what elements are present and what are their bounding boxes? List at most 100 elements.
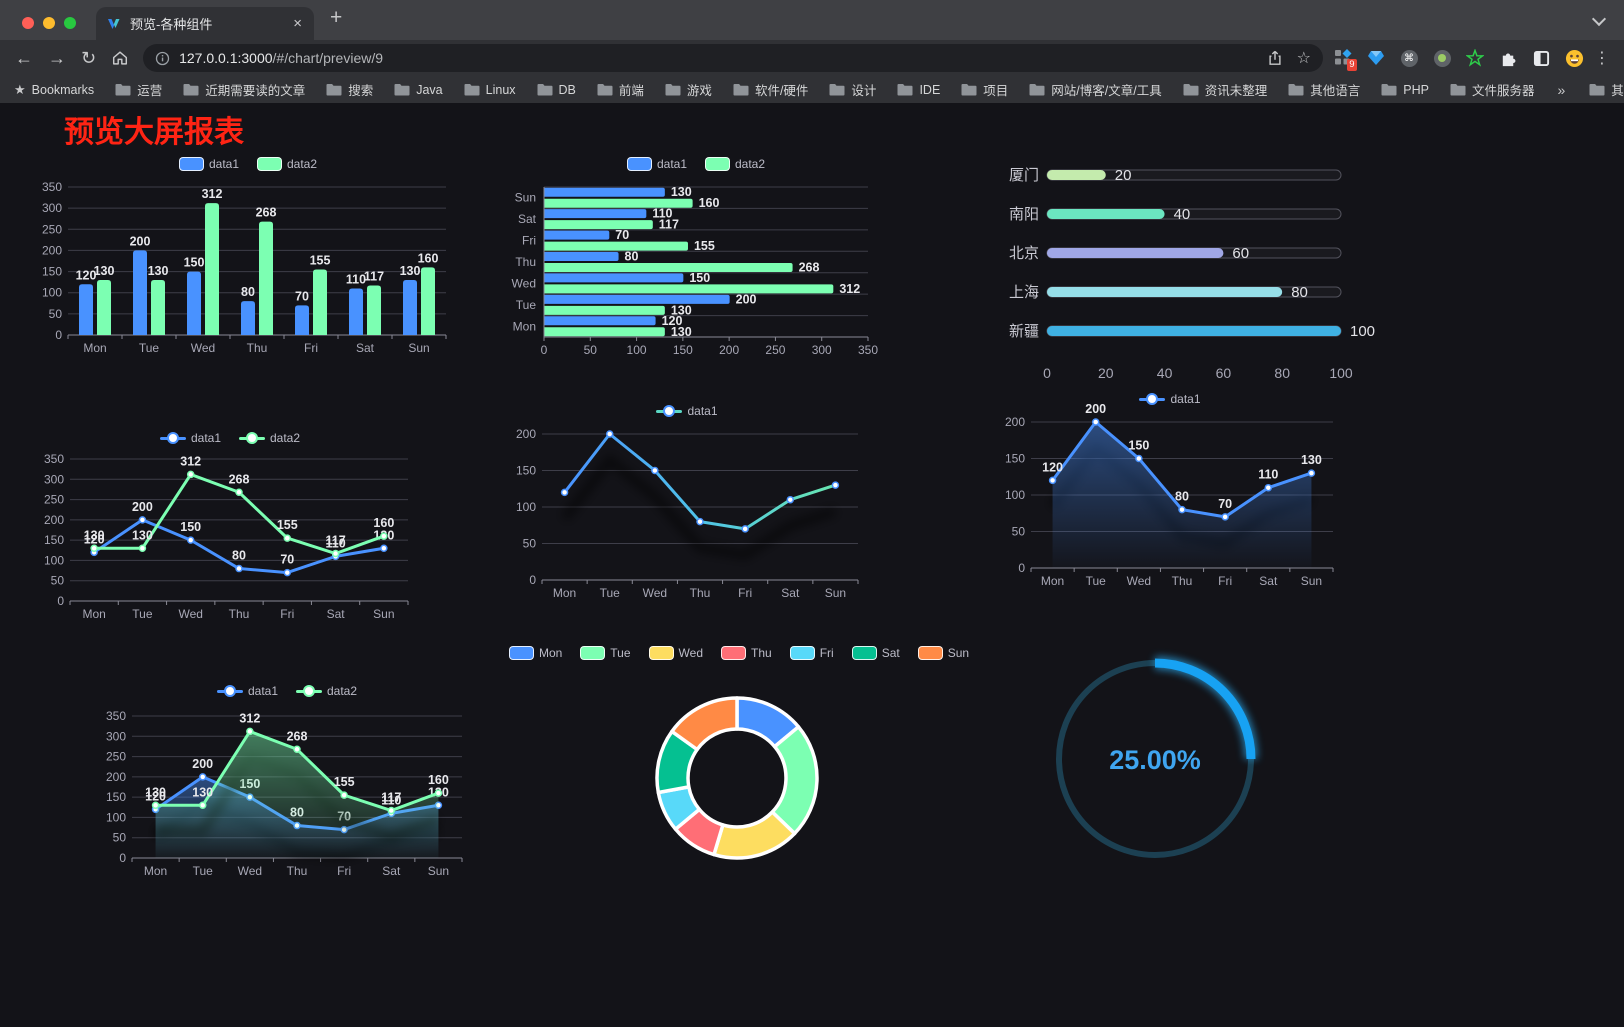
bookmark-folder[interactable]: Java [394,82,443,97]
svg-text:200: 200 [44,513,64,527]
legend-item-Thu[interactable]: Thu [721,646,772,660]
data-point [786,495,795,504]
svg-text:25.00%: 25.00% [1109,745,1201,775]
home-button[interactable] [111,49,129,67]
svg-text:Sun: Sun [408,341,429,355]
svg-text:Tue: Tue [132,607,153,621]
back-button[interactable]: ← [15,48,33,68]
reading-list-icon[interactable] [1531,48,1551,68]
legend-marker [1139,393,1166,405]
bar [403,280,417,335]
bookmark-folder[interactable]: IDE [897,83,940,97]
chart-canvas: 0 50 100 150 200 Mon Tue Wed Thu Fri Sat Sun [516,427,859,600]
data-point [246,727,254,736]
reload-button[interactable]: ↻ [81,48,97,68]
legend-item-data2[interactable]: data2 [257,157,317,171]
bookmark-folder[interactable]: 前端 [597,80,644,99]
legend-item-data2[interactable]: data2 [296,684,357,698]
legend-item-data2[interactable]: data2 [705,157,765,171]
svg-text:150: 150 [516,464,536,478]
legend-item-Tue[interactable]: Tue [580,646,631,660]
legend-item-data1[interactable]: data1 [216,684,278,698]
progress-fill [1047,248,1224,258]
bookmark-folder-label: 近期需要读的文章 [205,84,306,98]
close-window-button[interactable] [22,17,34,29]
bookmark-star-icon[interactable]: ☆ [1296,50,1311,67]
command-extension-icon[interactable]: ⌘ [1399,48,1419,68]
toolbar: ← → ↻ 127.0.0.1:3000 /#/chart/preview/9 … [0,40,1624,76]
bookmarks-root[interactable]: ★ Bookmarks [14,82,94,98]
site-info-icon[interactable] [155,51,170,66]
svg-text:117: 117 [364,270,384,284]
bookmark-folder[interactable]: DB [537,83,576,97]
legend-item-data1[interactable]: data1 [626,157,687,171]
bar [205,203,219,335]
multi-line-chart: 0 50 100 150 200 250 300 350 Mon Tue Wed Thu Fri Sat S… [40,423,420,637]
fullscreen-window-button[interactable] [64,17,76,29]
svg-text:200: 200 [516,427,536,441]
svg-text:130: 130 [671,303,692,317]
bookmark-folder[interactable]: 其他语言 [1288,80,1360,99]
bookmark-folder[interactable]: 网站/博客/文章/工具 [1029,80,1162,99]
legend-label: Sun [947,646,970,660]
tab-close-icon[interactable]: × [293,15,302,32]
legend-label: data1 [208,157,239,171]
bookmark-folder-label: 软件/硬件 [754,84,809,98]
svg-text:Fri: Fri [1218,574,1232,588]
bookmark-folder[interactable]: 搜索 [326,80,373,99]
other-bookmarks-folder[interactable]: 其他书签 [1589,80,1624,99]
proxy-extension-icon[interactable]: 9 [1333,48,1357,71]
puzzle-extensions-icon[interactable] [1498,48,1518,68]
legend-marker [296,685,322,697]
svg-text:130: 130 [671,325,692,339]
tab-title: 预览-各种组件 [130,17,213,32]
bookmark-folder[interactable]: 资讯未整理 [1183,80,1267,99]
url-bar[interactable]: 127.0.0.1:3000 /#/chart/preview/9 ☆ [143,44,1323,72]
bookmark-folder-label: Java [416,82,443,97]
bookmarks-overflow-button[interactable]: » [1557,81,1566,98]
legend-item-Wed[interactable]: Wed [648,646,703,660]
bookmark-folder[interactable]: 软件/硬件 [733,80,808,99]
svg-text:Sun: Sun [373,607,394,621]
svg-text:Tue: Tue [600,586,621,600]
emoji-extension-icon[interactable] [1564,48,1584,68]
legend-item-data1[interactable]: data1 [656,404,718,418]
bookmark-folder[interactable]: 游戏 [665,80,712,99]
bookmark-folder[interactable]: 设计 [829,80,876,99]
green-star-extension-icon[interactable] [1465,48,1485,68]
recorder-extension-icon[interactable] [1432,48,1452,68]
bookmark-folder[interactable]: 运营 [115,80,162,99]
bookmark-folder[interactable]: 近期需要读的文章 [183,80,305,99]
bookmark-folder-label: 游戏 [686,84,712,98]
bookmark-folder[interactable]: 项目 [961,80,1008,99]
bar [97,280,111,335]
area-line-chart: 0 50 100 150 200 Mon Tue Wed Thu Fri Sat Sun 120 200 1… [995,388,1345,596]
svg-text:100: 100 [42,286,62,300]
svg-text:Tue: Tue [1086,574,1107,588]
new-tab-button[interactable]: + [330,6,343,29]
gem-extension-icon[interactable] [1366,48,1386,68]
tab-search-chevron-icon[interactable] [1591,11,1607,27]
minimize-window-button[interactable] [43,17,55,29]
legend-item-Mon[interactable]: Mon [508,646,562,660]
svg-text:厦门: 厦门 [1009,167,1039,184]
legend-item-data1[interactable]: data1 [1139,392,1201,406]
svg-text:Fri: Fri [738,586,752,600]
bookmark-folder[interactable]: Linux [464,83,516,97]
legend-item-Fri[interactable]: Fri [789,646,834,660]
legend-item-data1[interactable]: data1 [178,157,239,171]
bookmark-folder[interactable]: 文件服务器 [1450,80,1534,99]
legend-item-data2[interactable]: data2 [239,431,300,445]
browser-menu-icon[interactable]: ⋮ [1594,50,1610,67]
folder-icon [665,83,681,96]
legend-item-Sun[interactable]: Sun [917,646,970,660]
bookmark-folder[interactable]: PHP [1381,83,1429,97]
svg-text:80: 80 [625,250,639,264]
folder-icon [1450,83,1466,96]
forward-button[interactable]: → [48,48,66,68]
legend-item-data1[interactable]: data1 [159,431,221,445]
share-icon[interactable] [1267,49,1283,67]
legend-item-Sat[interactable]: Sat [851,646,900,660]
browser-tab[interactable]: 预览-各种组件 × [96,7,314,40]
svg-text:40: 40 [1157,365,1173,381]
